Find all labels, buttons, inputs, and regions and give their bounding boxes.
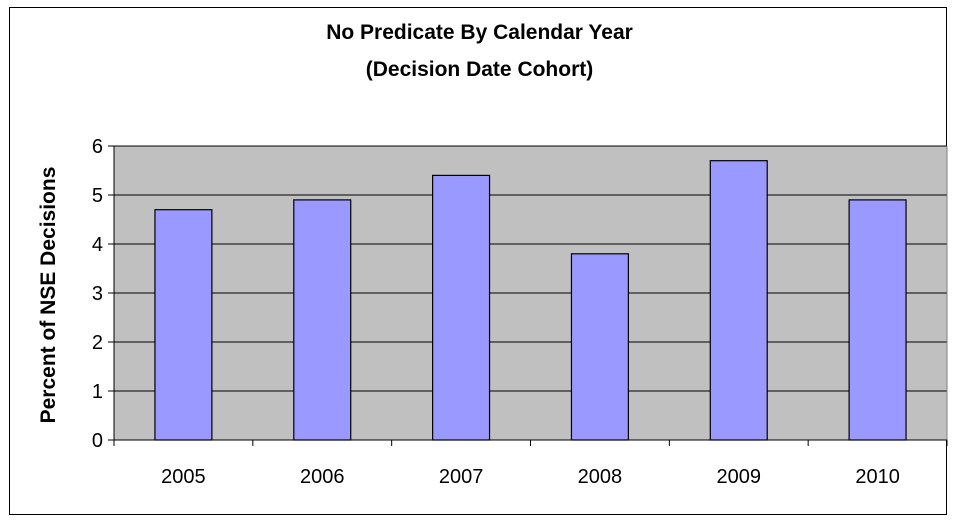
y-tick-labels: 0 1 2 3 4 5 6 xyxy=(92,136,103,452)
axes xyxy=(108,145,948,446)
bar-2007 xyxy=(432,174,491,441)
x-tick-labels: 2005 2006 2007 2008 2009 2010 xyxy=(161,466,900,488)
chart-title: No Predicate By Calendar Year xyxy=(326,21,633,44)
bar-2008 xyxy=(570,253,629,441)
bar-2009 xyxy=(709,160,768,441)
y-tick-label: 6 xyxy=(92,136,103,158)
gridlines xyxy=(114,145,947,392)
y-tick-label: 1 xyxy=(92,381,103,403)
x-tick-label: 2010 xyxy=(855,466,900,488)
x-tick-label: 2007 xyxy=(439,466,484,488)
y-tick-label: 2 xyxy=(92,332,103,354)
bar-2005 xyxy=(154,209,213,441)
x-tick-label: 2006 xyxy=(300,466,345,488)
x-tick-label: 2009 xyxy=(717,466,762,488)
bar-2010 xyxy=(848,199,907,441)
bar-2006 xyxy=(293,199,352,441)
x-tick-label: 2008 xyxy=(578,466,623,488)
y-tick-label: 3 xyxy=(92,283,103,305)
y-axis-label: Percent of NSE Decisions xyxy=(37,167,60,424)
y-tick-label: 4 xyxy=(92,234,103,256)
chart-subtitle: (Decision Date Cohort) xyxy=(365,58,594,81)
y-tick-label: 0 xyxy=(92,430,103,452)
bars xyxy=(154,160,907,441)
x-tick-label: 2005 xyxy=(161,466,206,488)
y-tick-label: 5 xyxy=(92,185,103,207)
